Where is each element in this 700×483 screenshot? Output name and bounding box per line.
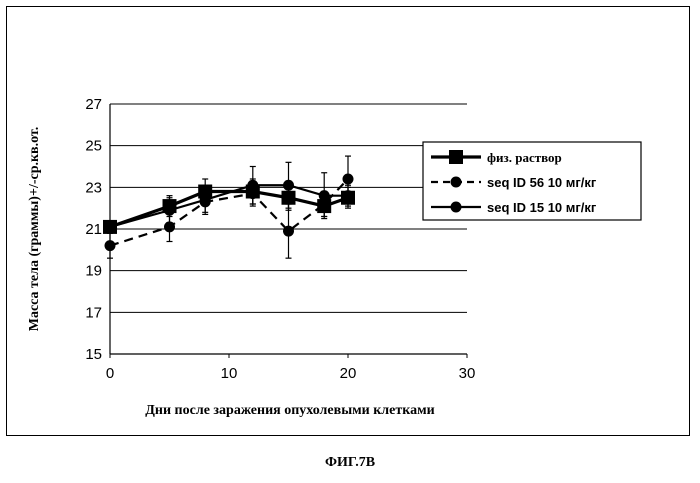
data-point: [283, 180, 294, 191]
x-axis-label: Дни после заражения опухолевыми клетками: [145, 403, 434, 418]
data-point: [319, 190, 330, 201]
tick-labels: 15 17 19 21 23 25 27 0 10 20 30: [85, 96, 475, 382]
legend-label: seq ID 15 10 мг/кг: [487, 200, 597, 215]
plot-area: [103, 156, 355, 258]
series-line: [110, 192, 348, 227]
series-line: [110, 179, 348, 246]
data-point: [283, 226, 294, 237]
x-tick-label: 20: [340, 365, 357, 382]
data-point: [164, 205, 175, 216]
y-tick-label: 25: [85, 138, 102, 155]
x-tick-label: 30: [459, 365, 476, 382]
data-point: [247, 180, 258, 191]
y-tick-label: 15: [85, 346, 102, 363]
y-axis-label: Масса тела (граммы)+/-ср.кв.от.: [27, 127, 42, 332]
data-point: [343, 174, 354, 185]
data-point: [105, 240, 116, 251]
legend-marker: [451, 177, 462, 188]
series-line: [110, 185, 348, 227]
y-tick-label: 21: [85, 221, 102, 238]
legend-marker: [451, 202, 462, 213]
legend: физ. раствор seq ID 56 10 мг/кг seq ID 15 …: [423, 142, 641, 220]
y-tick-label: 19: [85, 263, 102, 280]
y-tick-label: 17: [85, 304, 102, 321]
x-tick-label: 10: [221, 365, 238, 382]
x-tick-label: 0: [106, 365, 114, 382]
y-tick-label: 27: [85, 96, 102, 113]
data-point: [200, 194, 211, 205]
data-point: [343, 190, 354, 201]
y-tick-label: 23: [85, 179, 102, 196]
series-3: [105, 162, 354, 233]
series-2: [105, 156, 354, 258]
legend-label: физ. раствор: [487, 150, 562, 165]
data-point: [105, 221, 116, 232]
legend-marker: [449, 150, 463, 164]
figure-caption: ФИГ.7В: [0, 455, 700, 471]
legend-label: seq ID 56 10 мг/кг: [487, 175, 597, 190]
